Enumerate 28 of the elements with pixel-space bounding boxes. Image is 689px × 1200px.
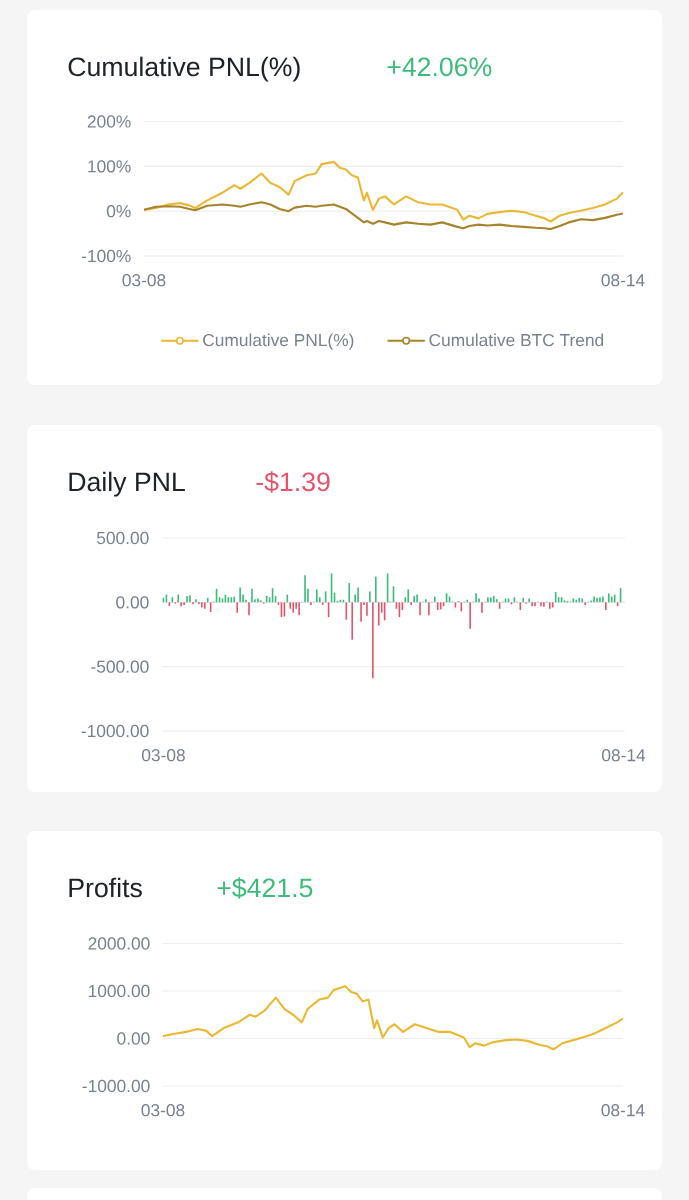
x-tick-label: 08-14 [601,1104,645,1117]
y-tick-label: 1000.00 [88,984,150,998]
x-tick-label: 03-08 [141,749,185,762]
line-series [144,160,623,223]
y-tick-label: -1000.00 [81,724,149,738]
line-series [144,201,623,231]
y-tick-label: 0% [106,205,131,218]
chart-title: Cumulative PNL(%) [68,56,300,82]
chart-subtitle: -$1.39 [256,471,330,493]
y-tick-label: 0.00 [117,1032,150,1045]
legend-label: Cumulative PNL(%) [203,333,354,350]
y-tick-label: -1000.00 [82,1079,150,1093]
y-tick-label: -100% [81,249,131,263]
legend-label: Cumulative BTC Trend [429,333,604,347]
chart-subtitle: +42.06% [387,57,492,77]
x-tick-label: 03-08 [122,274,166,287]
y-tick-label: 2000.00 [88,937,150,950]
chart-subtitle: +$421.5 [217,877,313,899]
x-tick-label: 08-14 [602,749,646,762]
x-tick-label: 08-14 [601,274,645,287]
y-tick-label: -500.00 [91,660,149,673]
y-tick-label: 0.00 [116,596,149,609]
y-tick-label: 200% [87,115,131,128]
chart-title: Profits [69,877,142,898]
chart-title: Daily PNL [69,471,185,497]
x-tick-label: 03-08 [141,1104,185,1117]
y-tick-label: 100% [88,160,131,173]
y-tick-label: 500.00 [96,531,149,545]
